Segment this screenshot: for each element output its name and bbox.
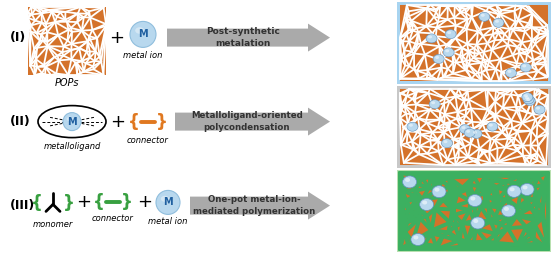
Ellipse shape bbox=[428, 35, 432, 38]
Ellipse shape bbox=[414, 236, 419, 239]
Ellipse shape bbox=[502, 205, 515, 217]
Ellipse shape bbox=[468, 195, 482, 207]
Ellipse shape bbox=[431, 101, 435, 104]
Text: }: } bbox=[156, 112, 168, 131]
Text: Post-synthetic
metalation: Post-synthetic metalation bbox=[206, 27, 280, 48]
Ellipse shape bbox=[471, 129, 482, 138]
Ellipse shape bbox=[460, 125, 471, 134]
Ellipse shape bbox=[479, 12, 490, 21]
Ellipse shape bbox=[66, 117, 73, 121]
Ellipse shape bbox=[523, 95, 534, 104]
Ellipse shape bbox=[441, 139, 452, 148]
Ellipse shape bbox=[409, 124, 413, 127]
Ellipse shape bbox=[445, 49, 449, 52]
Ellipse shape bbox=[507, 185, 521, 197]
Ellipse shape bbox=[411, 233, 425, 246]
Ellipse shape bbox=[489, 124, 493, 127]
Ellipse shape bbox=[510, 187, 515, 191]
Ellipse shape bbox=[405, 178, 410, 182]
Ellipse shape bbox=[471, 217, 485, 229]
Ellipse shape bbox=[523, 186, 528, 189]
FancyBboxPatch shape bbox=[397, 170, 551, 252]
FancyArrow shape bbox=[167, 23, 330, 52]
Text: {: { bbox=[128, 112, 140, 131]
Text: metal ion: metal ion bbox=[123, 51, 163, 60]
Circle shape bbox=[156, 190, 180, 214]
Ellipse shape bbox=[522, 93, 533, 102]
Ellipse shape bbox=[536, 107, 540, 110]
Ellipse shape bbox=[38, 106, 106, 138]
Ellipse shape bbox=[495, 20, 499, 23]
Text: M: M bbox=[138, 29, 148, 39]
Ellipse shape bbox=[462, 126, 466, 129]
Text: metalloligand: metalloligand bbox=[43, 142, 101, 151]
Ellipse shape bbox=[443, 48, 454, 57]
Ellipse shape bbox=[520, 183, 534, 196]
Text: {: { bbox=[93, 194, 105, 211]
Bar bbox=[400, 5, 548, 81]
Circle shape bbox=[63, 112, 81, 131]
Ellipse shape bbox=[403, 176, 416, 188]
Ellipse shape bbox=[524, 94, 528, 97]
Ellipse shape bbox=[525, 96, 529, 99]
Text: }: } bbox=[121, 194, 133, 211]
Ellipse shape bbox=[426, 34, 437, 43]
Text: +: + bbox=[138, 194, 153, 211]
Ellipse shape bbox=[161, 196, 169, 202]
Text: +: + bbox=[111, 112, 126, 131]
Bar bbox=[400, 173, 548, 249]
Ellipse shape bbox=[433, 54, 444, 63]
Ellipse shape bbox=[493, 18, 504, 27]
Ellipse shape bbox=[481, 14, 485, 17]
Text: Metalloligand-oriented
polycondensation: Metalloligand-oriented polycondensation bbox=[191, 111, 303, 132]
Ellipse shape bbox=[473, 219, 478, 223]
Ellipse shape bbox=[505, 68, 517, 77]
Ellipse shape bbox=[435, 56, 439, 59]
Text: {: { bbox=[31, 194, 43, 212]
Ellipse shape bbox=[508, 70, 512, 73]
Ellipse shape bbox=[407, 122, 418, 131]
Ellipse shape bbox=[420, 198, 434, 211]
Ellipse shape bbox=[432, 186, 446, 198]
Text: monomer: monomer bbox=[33, 220, 73, 229]
FancyArrow shape bbox=[175, 108, 330, 136]
Ellipse shape bbox=[504, 207, 509, 211]
Bar bbox=[400, 89, 548, 165]
Ellipse shape bbox=[435, 188, 440, 192]
Text: M: M bbox=[67, 117, 77, 127]
Text: (III): (III) bbox=[10, 199, 35, 212]
Ellipse shape bbox=[524, 96, 535, 106]
Ellipse shape bbox=[447, 31, 451, 34]
Ellipse shape bbox=[526, 98, 530, 101]
Text: M: M bbox=[163, 197, 173, 207]
Ellipse shape bbox=[466, 130, 470, 133]
Ellipse shape bbox=[429, 100, 440, 109]
Ellipse shape bbox=[135, 27, 144, 34]
Circle shape bbox=[130, 21, 156, 47]
Ellipse shape bbox=[464, 128, 475, 137]
Ellipse shape bbox=[445, 30, 456, 39]
Ellipse shape bbox=[487, 122, 498, 131]
Ellipse shape bbox=[473, 131, 477, 134]
Text: connector: connector bbox=[92, 214, 134, 223]
Text: metal ion: metal ion bbox=[148, 217, 187, 227]
Ellipse shape bbox=[520, 63, 531, 72]
Text: +: + bbox=[109, 29, 124, 47]
Text: connector: connector bbox=[127, 136, 169, 144]
Bar bbox=[28, 7, 106, 75]
Text: +: + bbox=[76, 194, 91, 211]
Ellipse shape bbox=[422, 200, 427, 205]
Text: }: } bbox=[63, 194, 75, 212]
FancyBboxPatch shape bbox=[397, 86, 551, 168]
Text: (II): (II) bbox=[10, 115, 31, 128]
Ellipse shape bbox=[522, 64, 526, 67]
FancyBboxPatch shape bbox=[397, 2, 551, 84]
Text: One-pot metal-ion-
mediated polymerization: One-pot metal-ion- mediated polymerizati… bbox=[194, 195, 316, 216]
FancyArrow shape bbox=[190, 192, 330, 220]
Ellipse shape bbox=[471, 197, 476, 200]
Text: (I): (I) bbox=[10, 31, 26, 44]
Ellipse shape bbox=[444, 140, 447, 143]
Text: POPs: POPs bbox=[55, 78, 79, 88]
Ellipse shape bbox=[534, 105, 545, 114]
